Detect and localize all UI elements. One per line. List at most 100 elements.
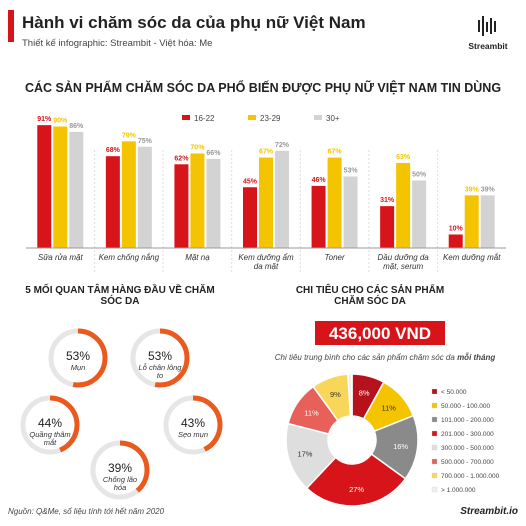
caption-emphasis: mỗi tháng — [457, 353, 496, 362]
amount-box — [315, 321, 445, 345]
bar-label: 53% — [344, 167, 359, 174]
bar — [464, 195, 479, 248]
concern-value: 39% — [108, 461, 132, 475]
bar — [243, 187, 257, 248]
bar — [396, 162, 411, 248]
site: Streambit.io — [460, 506, 518, 517]
legend-swatch — [431, 486, 438, 493]
concerns-title: 5 MỐI QUAN TÂM HÀNG ĐẦU VỀ CHĂM SÓC DA — [25, 285, 215, 307]
bar-label: 31% — [380, 197, 395, 204]
pie-slice — [305, 453, 407, 507]
source: Nguồn: Q&Me, số liệu tính tới hết năm 20… — [8, 507, 165, 516]
concern-value: 44% — [38, 416, 62, 430]
category-label: Toner — [324, 253, 345, 262]
legend-label: 16-22 — [194, 114, 215, 123]
bar — [69, 131, 84, 248]
ring-value — [48, 328, 108, 388]
bar-label: 46% — [312, 177, 327, 184]
bar-label: 70% — [190, 145, 205, 152]
bar-label: 79% — [122, 132, 137, 139]
bar-label: 45% — [243, 178, 258, 185]
legend-label: 30+ — [326, 114, 340, 123]
bar-label: 67% — [259, 149, 274, 156]
concern-label: Mụn — [70, 363, 86, 372]
slice-label: 16% — [393, 442, 408, 451]
bar-label: 50% — [412, 172, 427, 179]
pie-title: CHI TIÊU CHO CÁC SẢN PHẨM CHĂM SÓC DA — [295, 285, 445, 307]
legend-label: < 50.000 — [441, 389, 467, 396]
logo: Streambit — [468, 41, 508, 51]
concern-value: 43% — [181, 416, 205, 430]
legend-swatch — [431, 430, 438, 437]
slice-label: 8% — [359, 389, 370, 398]
category-label: Sữa rửa mặt — [37, 253, 83, 262]
concern-label: Quầng thâm mắt — [29, 430, 71, 448]
bar — [121, 141, 136, 248]
concern-value: 53% — [66, 349, 90, 363]
accent-bar — [8, 10, 14, 42]
bar-label: 66% — [206, 150, 221, 157]
logo-icon — [478, 16, 496, 36]
bar — [206, 158, 221, 248]
legend-swatch — [431, 472, 438, 479]
legend-swatch — [431, 402, 438, 409]
category-label: Kem dưỡng ẩm da mặt — [238, 253, 294, 271]
bar — [137, 146, 152, 248]
legend-label: 500.000 - 700.000 — [441, 459, 494, 466]
bar-label: 91% — [37, 116, 52, 123]
bar — [37, 125, 52, 248]
legend-swatch — [314, 115, 322, 120]
category-label: Mặt nạ — [185, 253, 210, 262]
bar — [105, 156, 120, 248]
legend-swatch — [431, 458, 438, 465]
bar — [448, 234, 463, 248]
caption: Chi tiêu trung bình cho các sản phẩm chă… — [240, 353, 526, 363]
ring-value — [130, 328, 190, 388]
concern-label: Lỗ chân lông to — [138, 363, 182, 381]
subtitle: Thiết kế infographic: Streambit - Việt h… — [22, 38, 213, 49]
slice-label: 27% — [349, 485, 364, 494]
bar-label: 72% — [275, 142, 290, 149]
concern-value: 53% — [148, 349, 172, 363]
legend-swatch — [431, 388, 438, 395]
slice-label: 11% — [382, 404, 397, 413]
bar — [311, 185, 326, 248]
legend-swatch — [431, 444, 438, 451]
category-label: Kem dưỡng mắt — [442, 253, 501, 262]
bar — [275, 150, 289, 248]
ring-value — [90, 440, 150, 500]
bar-label: 10% — [449, 226, 464, 233]
bar — [480, 195, 495, 248]
legend-label: > 1.000.000 — [441, 487, 476, 494]
caption-text: Chi tiêu trung bình cho các sản phẩm chă… — [274, 353, 455, 362]
bar-label: 68% — [106, 147, 121, 154]
ring-value — [163, 395, 223, 455]
ring-value — [20, 395, 80, 455]
legend-label: 23-29 — [260, 114, 281, 123]
bar-title: CÁC SẢN PHẨM CHĂM SÓC DA PHỔ BIẾN ĐƯỢC P… — [24, 81, 502, 95]
category-label: Kem chống nắng — [98, 253, 160, 262]
bar — [53, 126, 68, 248]
slice-label: 9% — [330, 390, 341, 399]
bar-label: 39% — [481, 186, 496, 193]
bar — [327, 157, 342, 248]
pie-slice — [347, 373, 353, 417]
legend-swatch — [431, 416, 438, 423]
bar-label: 62% — [174, 155, 189, 162]
bar-label: 67% — [328, 149, 343, 156]
bar-label: 63% — [396, 154, 411, 161]
amount: 436,000 VND — [328, 324, 432, 343]
bar — [412, 180, 427, 248]
bar — [259, 157, 273, 248]
legend-label: 201.000 - 300.000 — [441, 431, 494, 438]
concern-label: Sẹo mụn — [177, 430, 209, 439]
bar — [380, 206, 395, 248]
category-label: Dầu dưỡng da mặt, serum — [377, 253, 429, 271]
concern-label: Chống lão hóa — [102, 475, 138, 493]
title: Hành vi chăm sóc da của phụ nữ Việt Nam — [22, 13, 366, 32]
legend-swatch — [248, 115, 256, 120]
bar-label: 75% — [138, 138, 153, 145]
bar-label: 39% — [465, 186, 480, 193]
